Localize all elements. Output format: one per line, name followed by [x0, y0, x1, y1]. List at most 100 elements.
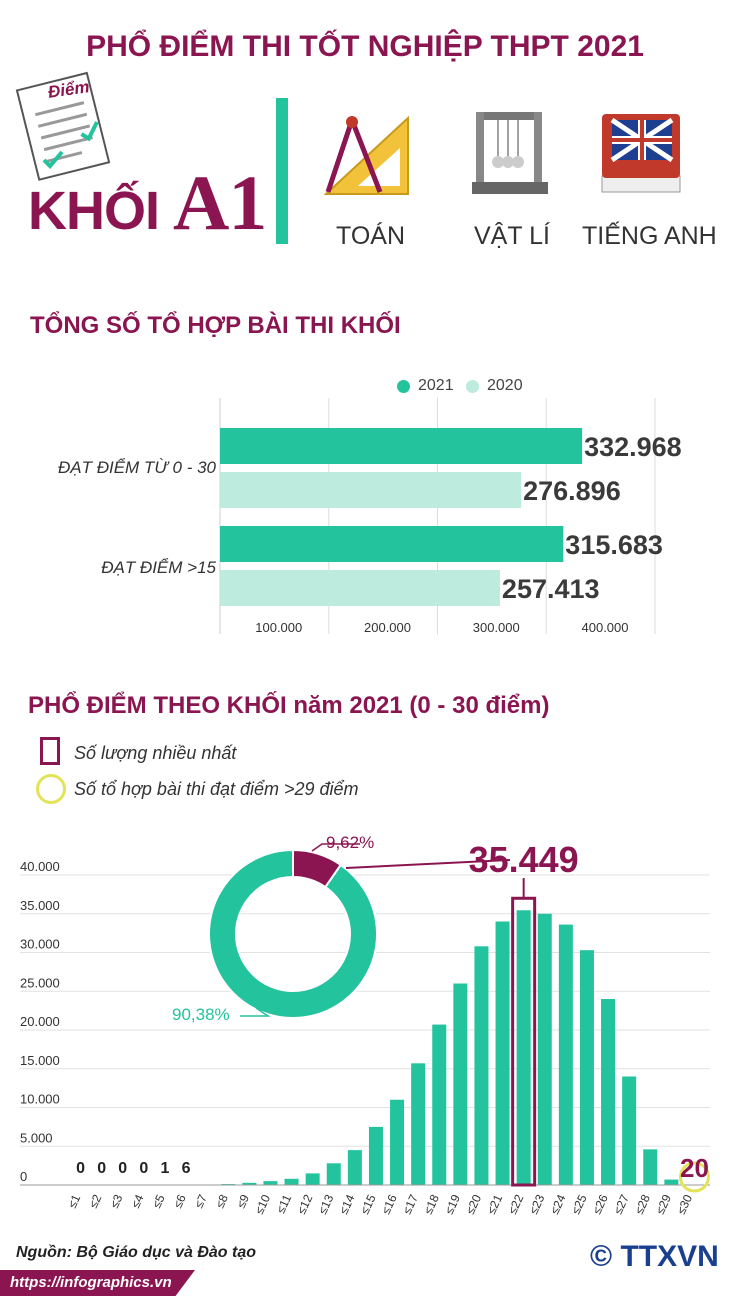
bar-≤21 — [495, 921, 510, 1185]
x-tick-label: ≤2 — [86, 1192, 104, 1210]
legend-label-2021: 2021 — [418, 377, 454, 394]
x-tick-label: ≤29 — [653, 1192, 674, 1216]
bar-value-label: 276.896 — [523, 476, 621, 506]
y-tick-label: 10.000 — [20, 1092, 60, 1107]
khoi-heading: KHỐI A1 — [28, 158, 267, 248]
legend-swatch-2021 — [397, 380, 410, 393]
max-value-label: 35.449 — [469, 839, 579, 880]
x-tick-label: ≤19 — [442, 1192, 463, 1216]
x-tick-label: ≤23 — [526, 1192, 547, 1216]
dictionary-icon — [601, 114, 681, 193]
small-value-label: 0 — [97, 1160, 106, 1177]
bar-≤26 — [601, 999, 616, 1185]
bar-≤27 — [622, 1076, 637, 1185]
bar-2021 — [220, 526, 564, 562]
total-bar-chart: 100.000 200.000 300.000 400.000 332.968 276.8… — [219, 398, 682, 635]
x-tick-label: ≤30 — [674, 1192, 695, 1216]
bar-≤14 — [347, 1150, 362, 1185]
legend-swatch-2020 — [466, 380, 479, 393]
bar-≤9 — [242, 1182, 257, 1185]
bar-2020 — [220, 472, 522, 508]
x-tick-label: ≤7 — [192, 1192, 210, 1210]
ttxvn-logo: © TTXVN — [590, 1240, 719, 1273]
khoi-name: A1 — [173, 159, 267, 246]
max-highlight-box — [511, 896, 537, 1187]
section2-title: PHỔ ĐIỂM THEO KHỐI năm 2021 (0 - 30 điểm… — [28, 692, 550, 719]
x-tick-label: 400.000 — [582, 620, 629, 635]
x-tick-label: ≤25 — [569, 1192, 590, 1216]
divider-bar — [276, 98, 288, 244]
subject-english: TIẾNG ANH — [582, 222, 717, 250]
over29-highlight-circle — [678, 1161, 710, 1193]
source-text: Nguồn: Bộ Giáo dục và Đào tạo — [16, 1244, 257, 1261]
bar-≤15 — [368, 1126, 383, 1185]
paper-checklist-icon — [15, 71, 111, 181]
y-tick-label: 0 — [20, 1169, 27, 1184]
y-tick-label: 15.000 — [20, 1053, 60, 1068]
x-tick-label: ≤24 — [547, 1192, 568, 1216]
x-tick-label: ≤22 — [505, 1192, 526, 1216]
y-tick-label: 35.000 — [20, 898, 60, 913]
x-tick-label: ≤21 — [484, 1192, 505, 1216]
x-tick-label: ≤3 — [107, 1192, 125, 1210]
bar-≤23 — [537, 913, 552, 1185]
small-value-label: 0 — [76, 1160, 85, 1177]
y-tick-label: 20.000 — [20, 1014, 60, 1029]
x-tick-label: ≤14 — [336, 1192, 357, 1216]
small-value-label: 0 — [118, 1160, 127, 1177]
small-value-label: 1 — [160, 1160, 169, 1177]
bar-≤29 — [664, 1179, 679, 1185]
max-key-label: Số lượng nhiều nhất — [74, 743, 237, 763]
newtons-cradle-icon — [472, 112, 548, 194]
bar-≤19 — [453, 983, 468, 1185]
x-tick-label: ≤11 — [274, 1192, 295, 1215]
y-tick-label: 5.000 — [20, 1130, 53, 1145]
over29-key-circle-icon — [36, 774, 66, 804]
footer-url-link[interactable]: https://infographics.vn — [10, 1274, 172, 1291]
x-tick-label: ≤6 — [170, 1192, 188, 1210]
x-tick-label: ≤15 — [358, 1192, 379, 1216]
bar-≤28 — [643, 1149, 658, 1185]
section1-title: TỔNG SỐ TỔ HỢP BÀI THI KHỐI — [30, 312, 401, 339]
bar-≤24 — [558, 924, 573, 1185]
x-tick-label: 100.000 — [255, 620, 302, 635]
x-tick-label: ≤1 — [65, 1192, 83, 1210]
x-tick-label: ≤27 — [611, 1192, 632, 1216]
slice-leader-line — [240, 1007, 271, 1017]
subject-math: TOÁN — [336, 222, 405, 250]
x-tick-label: 300.000 — [473, 620, 520, 635]
x-tick-label: ≤13 — [315, 1192, 336, 1216]
over29-value-label: 20 — [680, 1153, 709, 1183]
x-tick-label: ≤4 — [128, 1192, 146, 1210]
x-tick-label: ≤17 — [400, 1192, 421, 1216]
bar-value-label: 315.683 — [565, 530, 663, 560]
bar-value-label: 257.413 — [502, 574, 600, 604]
x-tick-label: ≤10 — [252, 1192, 273, 1216]
bar-≤17 — [411, 1063, 426, 1185]
bar-2020 — [220, 570, 500, 606]
bar-≤20 — [474, 946, 489, 1185]
x-tick-label: ≤9 — [234, 1192, 252, 1210]
slice-label-large: 90,38% — [172, 1005, 230, 1024]
slice-label-small: 9,62% — [326, 833, 374, 852]
bar-≤11 — [284, 1178, 299, 1185]
bar-value-label: 332.968 — [584, 432, 682, 462]
x-tick-label: ≤28 — [632, 1192, 653, 1216]
footer-bar — [0, 1270, 195, 1296]
legend-label-2020: 2020 — [487, 377, 523, 394]
bar-≤25 — [579, 950, 594, 1185]
max-key-square-icon — [40, 737, 60, 765]
bar-2021 — [220, 428, 583, 464]
y-tick-label: 40.000 — [20, 859, 60, 874]
bar-≤10 — [263, 1181, 278, 1185]
small-value-label: 6 — [182, 1160, 191, 1177]
x-tick-label: ≤16 — [379, 1192, 400, 1216]
category-label-all: ĐẠT ĐIỂM TỪ 0 - 30 — [57, 458, 216, 477]
x-tick-label: ≤26 — [590, 1192, 611, 1216]
y-tick-label: 30.000 — [20, 937, 60, 952]
x-tick-label: ≤12 — [294, 1192, 315, 1216]
small-value-label: 0 — [139, 1160, 148, 1177]
x-tick-label: 200.000 — [364, 620, 411, 635]
khoi-prefix: KHỐI — [28, 181, 160, 241]
bar-≤16 — [390, 1099, 405, 1185]
